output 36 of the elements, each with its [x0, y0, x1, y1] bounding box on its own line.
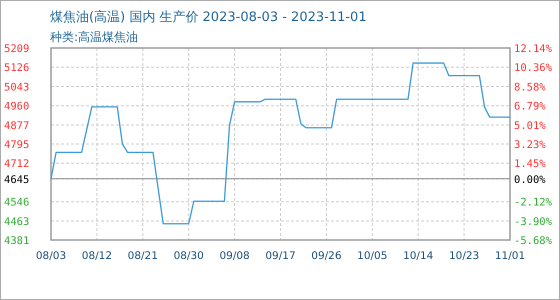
y-tick-label: 4381 [4, 235, 30, 247]
x-tick-label: 10/05 [357, 250, 388, 262]
y2-tick-label: 3.23% [514, 139, 546, 151]
x-tick-label: 08/30 [174, 250, 204, 262]
x-tick-label: 08/03 [36, 250, 66, 262]
y2-tick-label: 12.14% [514, 43, 553, 55]
x-tick-label: 10/23 [448, 250, 480, 262]
x-tick-label: 10/14 [403, 250, 434, 262]
x-tick-label: 08/21 [128, 250, 158, 262]
y-tick-label: 4546 [4, 196, 30, 209]
chart-title: 煤焦油(高温) 国内 生产价 2023-08-03 - 2023-11-01 [50, 9, 367, 25]
y-tick-label: 4645 [4, 174, 30, 186]
y-tick-label: 5043 [4, 81, 30, 94]
y-tick-label: 4877 [4, 120, 30, 132]
y2-tick-label: 1.45% [514, 158, 546, 170]
y2-tick-label: 6.79% [514, 100, 546, 113]
x-tick-label: 09/17 [265, 250, 296, 262]
y-tick-label: 4463 [4, 216, 30, 228]
y2-tick-label: 8.58% [514, 81, 546, 94]
y-tick-label: 4795 [4, 139, 30, 151]
y2-tick-label: -5.68% [514, 235, 553, 247]
y2-tick-label: -3.90% [514, 216, 553, 228]
x-tick-label: 09/26 [311, 250, 342, 262]
line-series [50, 62, 511, 224]
y-tick-label: 4960 [4, 100, 30, 113]
y-tick-label: 4712 [4, 158, 30, 170]
y-tick-label: 5209 [4, 43, 30, 55]
y2-tick-label: 0.00% [514, 174, 546, 186]
chart-subtitle: 种类:高温煤焦油 [50, 30, 138, 44]
y2-tick-label: 10.36% [514, 62, 553, 74]
x-tick-label: 08/12 [82, 250, 112, 262]
x-tick-label: 09/08 [219, 250, 250, 262]
y2-tick-label: -2.12% [514, 196, 553, 209]
y2-tick-label: 5.01% [514, 120, 546, 132]
y-tick-label: 5126 [4, 62, 30, 74]
x-tick-label: 11/01 [494, 250, 526, 262]
